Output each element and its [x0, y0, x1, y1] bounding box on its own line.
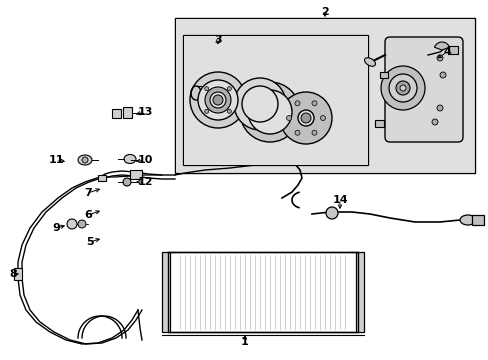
- Circle shape: [301, 113, 310, 123]
- Circle shape: [436, 105, 442, 111]
- Bar: [183, 36, 366, 164]
- Bar: [175, 18, 474, 173]
- Text: 4: 4: [442, 47, 450, 57]
- Bar: [374, 120, 383, 127]
- Circle shape: [82, 157, 88, 163]
- Bar: [183, 35, 367, 165]
- Circle shape: [436, 55, 442, 61]
- Circle shape: [123, 178, 131, 186]
- Circle shape: [209, 92, 225, 108]
- Circle shape: [320, 116, 325, 121]
- Bar: [168, 252, 357, 332]
- Bar: [130, 170, 142, 179]
- Bar: [471, 215, 483, 225]
- Text: 3: 3: [214, 35, 222, 45]
- Circle shape: [395, 81, 409, 95]
- Text: 12: 12: [137, 177, 152, 187]
- Circle shape: [204, 87, 208, 91]
- Circle shape: [380, 66, 424, 110]
- Circle shape: [311, 101, 316, 106]
- Circle shape: [247, 90, 291, 134]
- Circle shape: [198, 80, 238, 120]
- Circle shape: [227, 87, 231, 91]
- Bar: [447, 46, 457, 54]
- Text: 7: 7: [84, 188, 92, 198]
- Bar: [355, 252, 363, 332]
- Circle shape: [388, 74, 416, 102]
- FancyBboxPatch shape: [384, 37, 462, 142]
- Circle shape: [67, 219, 77, 229]
- Bar: [379, 72, 387, 78]
- Bar: [176, 19, 473, 172]
- Circle shape: [439, 72, 445, 78]
- Circle shape: [204, 87, 230, 113]
- Ellipse shape: [124, 154, 136, 163]
- Bar: [168, 252, 357, 332]
- Circle shape: [248, 96, 254, 102]
- Circle shape: [240, 82, 299, 142]
- Circle shape: [431, 119, 437, 125]
- Text: 6: 6: [84, 210, 92, 220]
- Circle shape: [325, 207, 337, 219]
- Circle shape: [227, 109, 231, 113]
- Circle shape: [294, 101, 299, 106]
- Text: 8: 8: [9, 269, 17, 279]
- Circle shape: [286, 116, 291, 121]
- Circle shape: [280, 92, 331, 144]
- Circle shape: [213, 95, 223, 105]
- Circle shape: [242, 86, 278, 122]
- Bar: [123, 107, 132, 118]
- Ellipse shape: [364, 58, 375, 66]
- Circle shape: [234, 78, 285, 130]
- Text: 14: 14: [331, 195, 347, 205]
- Circle shape: [297, 110, 313, 126]
- Circle shape: [204, 109, 208, 113]
- Circle shape: [399, 85, 405, 91]
- Bar: [162, 252, 170, 332]
- Ellipse shape: [459, 215, 475, 225]
- Circle shape: [190, 72, 245, 128]
- Text: 2: 2: [321, 7, 328, 17]
- Circle shape: [78, 220, 86, 228]
- Bar: [98, 175, 106, 181]
- Wedge shape: [434, 42, 448, 50]
- Bar: [112, 109, 121, 118]
- Text: 9: 9: [52, 223, 60, 233]
- Text: 10: 10: [137, 155, 152, 165]
- Text: 5: 5: [86, 237, 94, 247]
- Text: 1: 1: [241, 337, 248, 347]
- Bar: [14, 268, 22, 280]
- Circle shape: [294, 130, 299, 135]
- Text: 13: 13: [137, 107, 152, 117]
- Ellipse shape: [78, 155, 92, 165]
- Text: 11: 11: [48, 155, 63, 165]
- Circle shape: [311, 130, 316, 135]
